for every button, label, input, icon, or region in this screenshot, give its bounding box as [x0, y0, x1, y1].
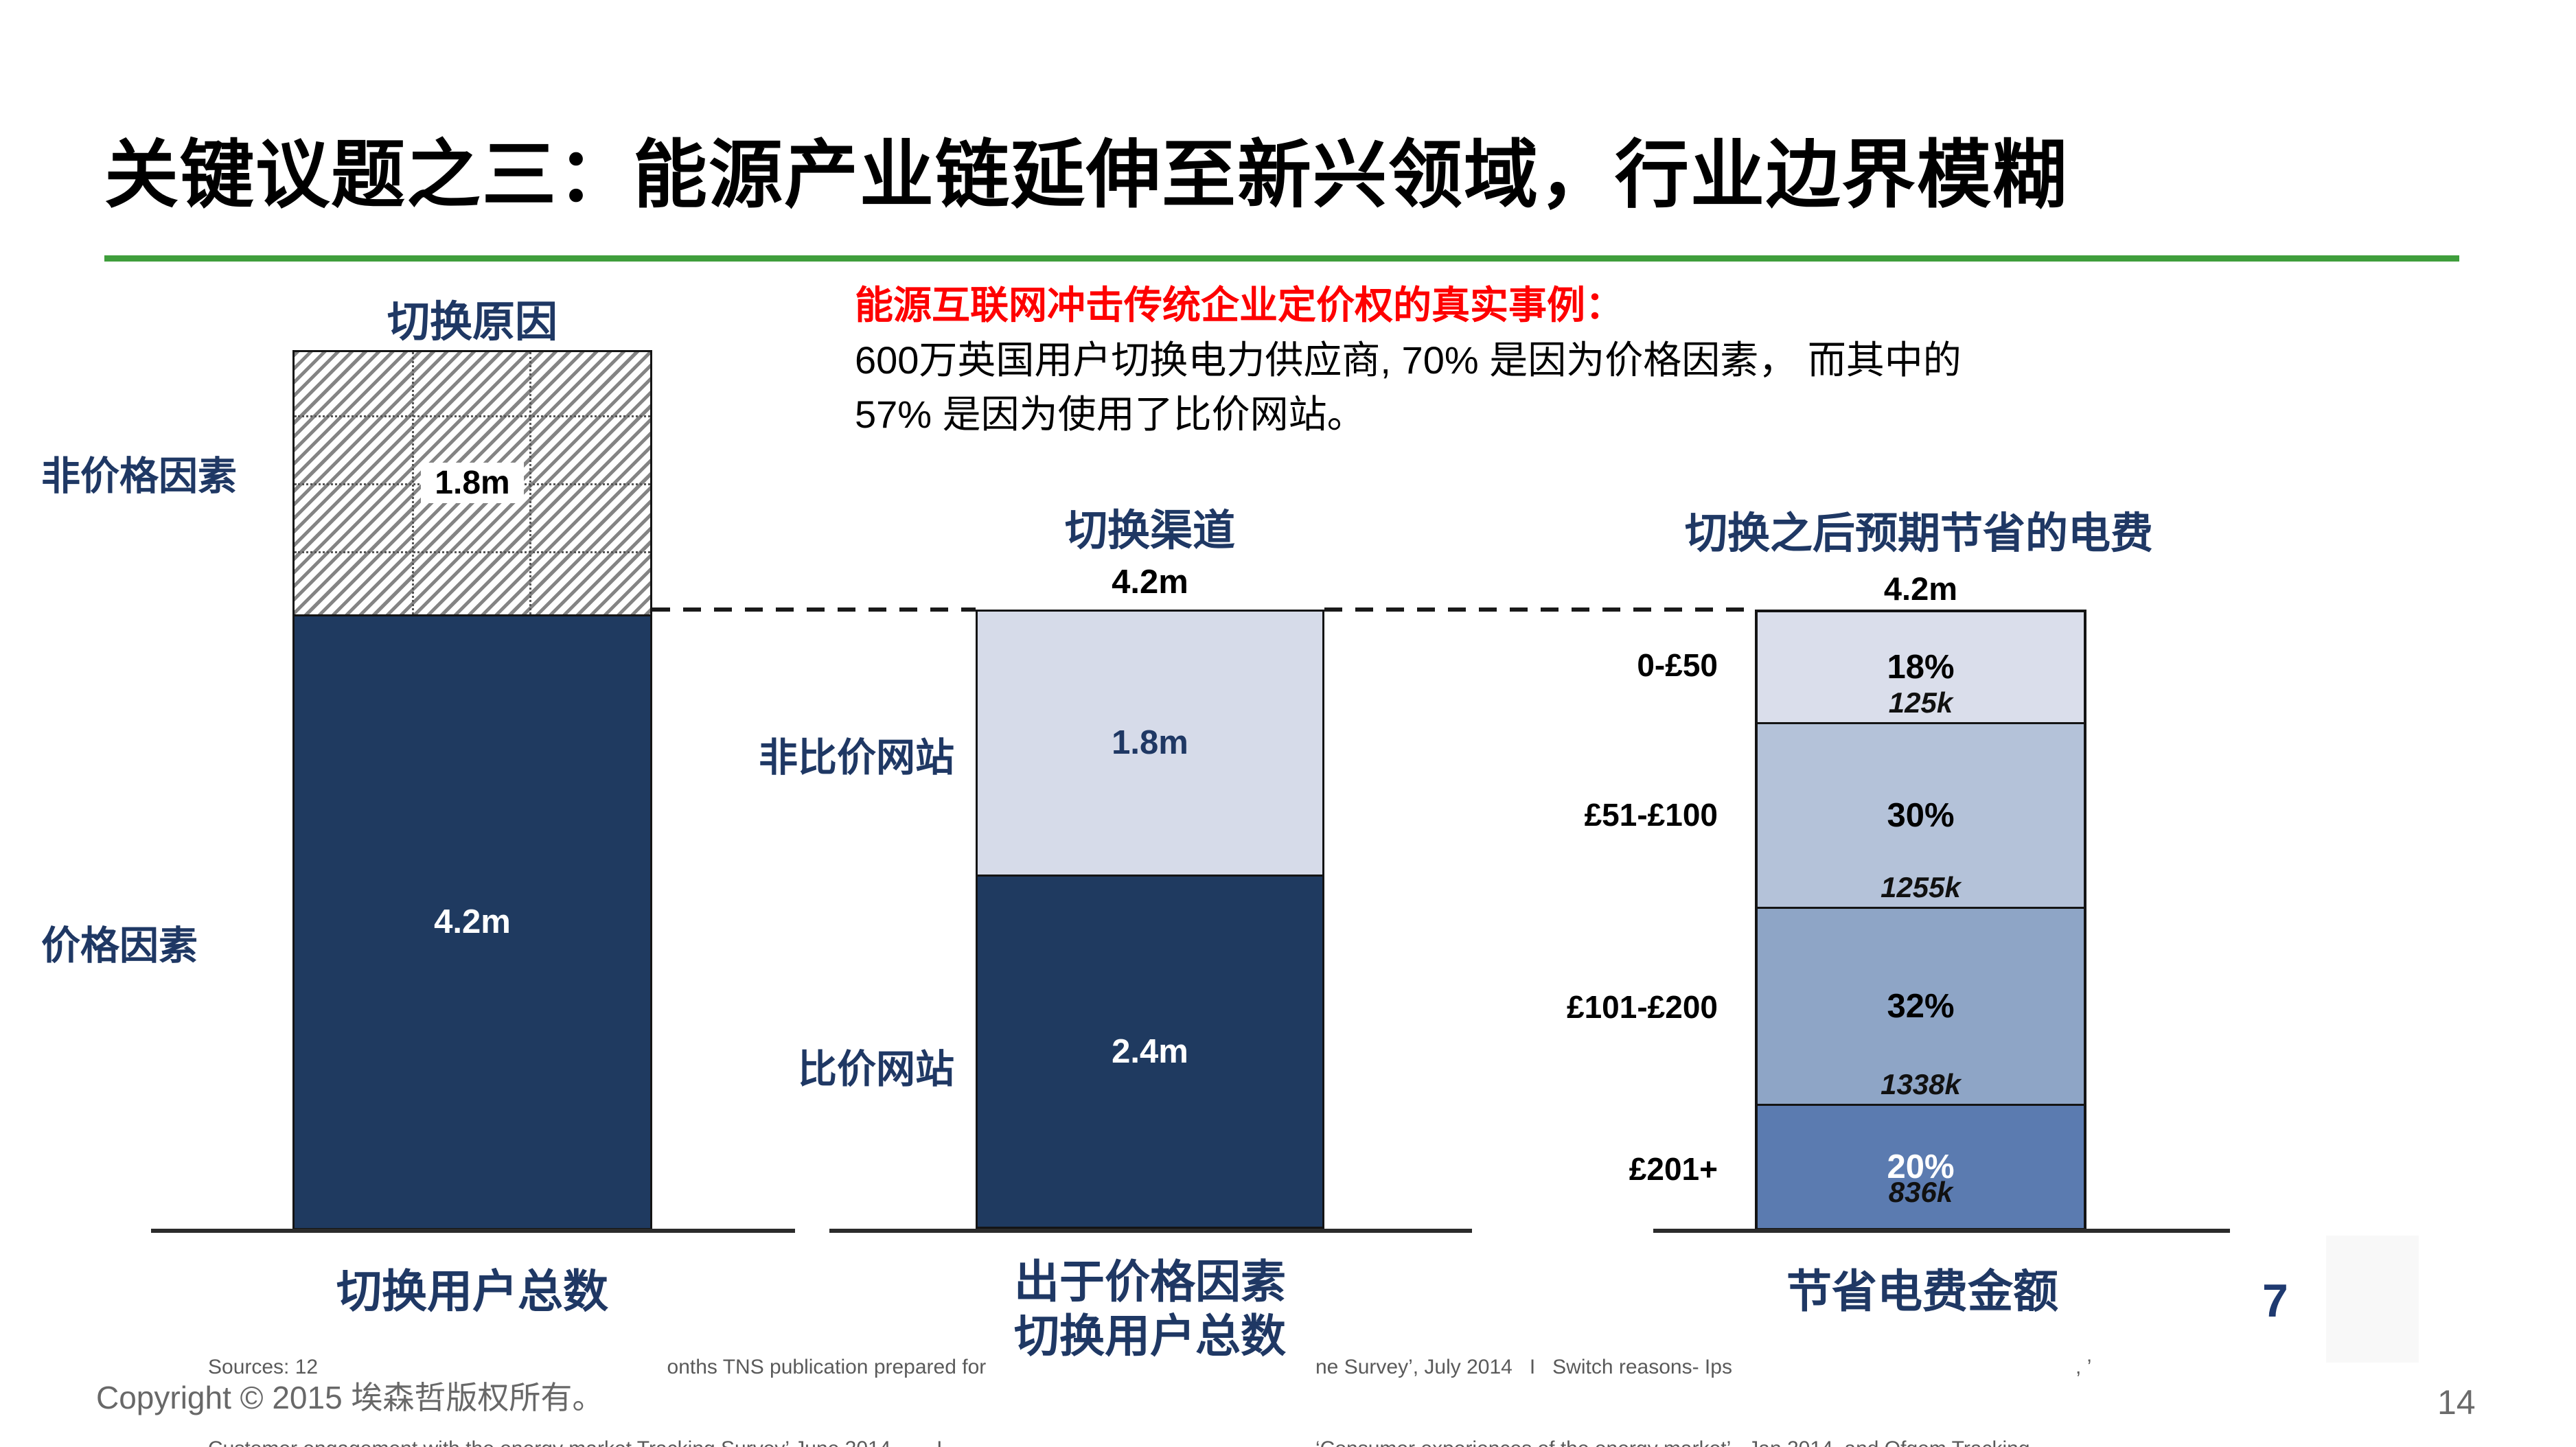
chart3-pct-201plus: 20%: [1887, 1148, 1955, 1186]
redaction-box: [2326, 1236, 2419, 1363]
hatch-gridline: [411, 352, 414, 614]
chart2-value-comparison: 2.4m: [1112, 1032, 1188, 1070]
hatch-gridline: [529, 352, 531, 614]
chart2-segment-noncomparison: 1.8m: [978, 612, 1322, 877]
chart3-pct-101-200: 32%: [1887, 988, 1955, 1026]
chart2-stacked-bar: 1.8m 2.4m: [976, 610, 1324, 1229]
chart3-stacked-bar: 18% 125k 30% 1255k 32% 1338k 20% 836k: [1755, 610, 2086, 1231]
chart3-range-labels: 0-£50 £51-£100 £101-£200 £201+: [1462, 610, 1737, 1231]
chart3-total: 4.2m: [1883, 570, 1958, 607]
callout-line2: 57% 是因为使用了比价网站。: [855, 393, 1366, 437]
dashed-reference-line: [1324, 607, 1755, 612]
chart1-stacked-bar: 1.8m 4.2m: [292, 350, 652, 1230]
chart1-value-nonprice: 1.8m: [421, 463, 524, 504]
chart3-count-51-100: 1255k: [1881, 871, 1961, 904]
sources-left-line2: Customer engagement with the energy mark…: [208, 1435, 986, 1447]
title-underline: [104, 255, 2459, 262]
chart3-count-201plus: 836k: [1888, 1176, 1953, 1208]
callout-block: 能源互联网冲击传统企业定价权的真实事例： 600万英国用户切换电力供应商, 70…: [855, 278, 2434, 442]
hatch-gridline: [295, 551, 650, 554]
chart1-axis-line: [151, 1229, 795, 1233]
chart3-count-0-50: 125k: [1888, 686, 1953, 719]
page-title: 关键议题之三：能源产业链延伸至新兴领域，行业边界模糊: [104, 133, 2069, 216]
chart2-label-noncomparison: 非比价网站: [759, 736, 954, 780]
chart2-axis-label-line2: 切换用户总数: [1014, 1310, 1286, 1362]
chart1-segment-nonprice: 1.8m: [295, 352, 650, 616]
chart2-segment-comparison: 2.4m: [978, 876, 1322, 1227]
chart2-value-noncomparison: 1.8m: [1112, 724, 1188, 762]
chart1-label-price: 价格因素: [41, 924, 198, 968]
chart3-range-0-50: 0-£50: [1637, 647, 1718, 684]
dashed-reference-line: [652, 607, 976, 612]
chart1-segment-price: 4.2m: [295, 616, 650, 1228]
sources-left: Sources: 12 onths TNS publication prepar…: [208, 1299, 986, 1447]
callout-heading: 能源互联网冲击传统企业定价权的真实事例：: [855, 283, 1624, 327]
chart3-axis-label: 节省电费金额: [1786, 1266, 2058, 1317]
chart1-axis-label: 切换用户总数: [336, 1266, 608, 1317]
chart2-label-comparison: 比价网站: [798, 1047, 954, 1091]
chart3-range-51-100: £51-£100: [1584, 796, 1718, 833]
chart1-title: 切换原因: [387, 299, 557, 346]
chart3-pct-51-100: 30%: [1887, 797, 1955, 835]
chart3-title: 切换之后预期节省的电费: [1684, 510, 2153, 557]
chart3-segment-101-200: 32% 1338k: [1758, 907, 2084, 1104]
chart3-segment-0-50: 18% 125k: [1758, 612, 2084, 722]
sources-right: ne Survey’, July 2014 I Switch reasons- …: [1315, 1299, 2091, 1447]
chart2-axis-line: [829, 1229, 1472, 1233]
chart3-segment-51-100: 30% 1255k: [1758, 721, 2084, 907]
chart3-pct-0-50: 18%: [1887, 648, 1955, 686]
chart2-axis-label-line1: 出于价格因素: [1014, 1256, 1286, 1307]
chart2-title: 切换渠道: [1064, 507, 1235, 555]
page-number: 14: [2437, 1383, 2476, 1422]
sources-right-line2: ‘Consumer experiences of the energy mark…: [1315, 1435, 2091, 1447]
chart1-value-price: 4.2m: [434, 903, 511, 941]
chart2-axis-label: 出于价格因素 切换用户总数: [934, 1255, 1366, 1363]
sources-left-line1: Sources: 12 onths TNS publication prepar…: [208, 1356, 987, 1379]
chart3-axis-line: [1653, 1229, 2230, 1233]
chart2-total: 4.2m: [1112, 564, 1188, 601]
chart3-segment-201plus: 20% 836k: [1758, 1104, 2084, 1228]
chart3-range-101-200: £101-£200: [1567, 989, 1718, 1026]
section-number: 7: [2262, 1275, 2288, 1327]
sources-right-line1: ne Survey’, July 2014 I Switch reasons- …: [1315, 1356, 2092, 1379]
hatch-gridline: [295, 415, 650, 417]
chart1-label-nonprice: 非价格因素: [41, 454, 237, 498]
callout-line1: 600万英国用户切换电力供应商, 70% 是因为价格因素， 而其中的: [855, 338, 1962, 382]
copyright-text: Copyright © 2015 埃森哲版权所有。: [96, 1380, 604, 1415]
chart3-range-201plus: £201+: [1629, 1150, 1718, 1187]
chart3-count-101-200: 1338k: [1881, 1068, 1961, 1101]
